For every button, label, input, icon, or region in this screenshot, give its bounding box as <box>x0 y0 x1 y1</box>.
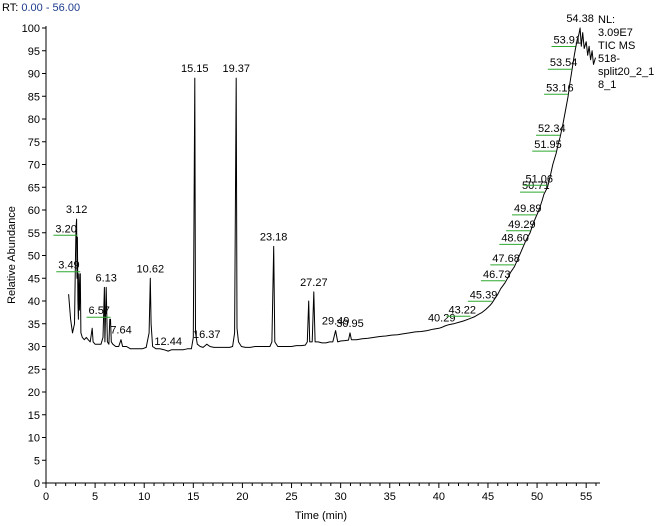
y-tick-label: 100 <box>22 23 40 35</box>
peak-label: 29.49 <box>322 316 350 328</box>
peak-label: 23.18 <box>260 231 288 243</box>
y-tick-label: 40 <box>28 296 40 308</box>
peak-label: 3.49 <box>58 260 79 272</box>
chromatogram-trace-layer <box>68 27 596 352</box>
peak-label: 48.60 <box>501 232 529 244</box>
x-tick-label: 50 <box>531 491 543 503</box>
peak-label: 50.71 <box>522 180 550 192</box>
x-tick-label: 10 <box>138 491 150 503</box>
peak-label: 19.37 <box>222 63 250 75</box>
info-text-line: split20_2_1 <box>598 66 654 78</box>
y-tick-label: 0 <box>34 478 40 490</box>
peak-label: 53.16 <box>546 82 574 94</box>
peak-label: 15.15 <box>181 63 209 75</box>
y-tick-label: 75 <box>28 137 40 149</box>
x-tick-label: 15 <box>187 491 199 503</box>
peak-label: 52.34 <box>538 123 566 135</box>
x-tick-label: 30 <box>335 491 347 503</box>
peak-label: 54.38 <box>566 13 594 25</box>
y-tick-label: 90 <box>28 69 40 81</box>
y-tick-label: 15 <box>28 410 40 422</box>
info-text-line: 518- <box>598 53 620 65</box>
retention-time-range: RT: 0.00 - 56.00 <box>2 2 80 14</box>
peak-label: 6.57 <box>89 305 110 317</box>
x-tick-label: 0 <box>43 491 49 503</box>
peak-label: 51.95 <box>534 139 562 151</box>
x-tick-label: 45 <box>482 491 494 503</box>
y-tick-label: 35 <box>28 319 40 331</box>
info-text-line: NL: <box>598 14 615 26</box>
info-text-line: TIC MS <box>598 40 635 52</box>
peak-label: 27.27 <box>300 277 328 289</box>
x-tick-label: 25 <box>285 491 297 503</box>
y-axis-title: Relative Abundance <box>6 206 18 304</box>
y-tick-label: 5 <box>34 455 40 467</box>
peak-label: 6.13 <box>95 272 116 284</box>
x-axis-title: Time (min) <box>295 510 347 522</box>
x-tick-label: 40 <box>433 491 445 503</box>
peak-label: 30.95 <box>336 318 364 330</box>
peak-label: 16.37 <box>193 329 221 341</box>
y-tick-label: 70 <box>28 160 40 172</box>
y-tick-label: 65 <box>28 182 40 194</box>
peak-label: 46.73 <box>483 269 511 281</box>
peak-label: 43.22 <box>448 304 476 316</box>
peak-label: 53.91 <box>553 34 581 46</box>
peak-label: 3.20 <box>55 223 76 235</box>
x-tick-label: 20 <box>236 491 248 503</box>
y-tick-label: 55 <box>28 228 40 240</box>
y-tick-label: 50 <box>28 251 40 263</box>
peak-label: 10.62 <box>137 263 165 275</box>
peak-label: 3.12 <box>66 204 87 216</box>
rt-prefix-label: RT: <box>2 2 19 14</box>
y-tick-label: 60 <box>28 205 40 217</box>
peak-label: 49.89 <box>514 203 542 215</box>
y-tick-label: 80 <box>28 114 40 126</box>
y-tick-label: 20 <box>28 387 40 399</box>
peak-label: 47.68 <box>492 253 520 265</box>
peak-label: 53.54 <box>550 57 578 69</box>
y-tick-label: 95 <box>28 46 40 58</box>
peak-label: 51.06 <box>525 173 553 185</box>
peak-label: 40.29 <box>428 312 456 324</box>
y-tick-label: 25 <box>28 364 40 376</box>
rt-range-value: 0.00 - 56.00 <box>21 2 81 14</box>
x-tick-label: 5 <box>92 491 98 503</box>
peak-label: 12.44 <box>154 336 182 348</box>
chart-axes: 0510152025303540455055606570758085909510… <box>22 23 600 503</box>
peak-labels-layer: 3.12 3.20 3.49 6.13 6.577.64 10.62 12.44 15.15 1… <box>53 13 594 348</box>
info-text-line: 3.09E7 <box>598 27 633 39</box>
info-text-line: 8_1 <box>598 79 616 91</box>
y-tick-label: 45 <box>28 273 40 285</box>
y-tick-label: 85 <box>28 91 40 103</box>
y-tick-label: 10 <box>28 433 40 445</box>
y-tick-label: 30 <box>28 342 40 354</box>
peak-label: 45.39 <box>470 289 498 301</box>
peak-label: 49.29 <box>508 219 536 231</box>
x-tick-label: 35 <box>384 491 396 503</box>
chromatogram-trace <box>68 27 596 352</box>
x-tick-label: 55 <box>580 491 592 503</box>
peak-label: 7.64 <box>110 325 131 337</box>
